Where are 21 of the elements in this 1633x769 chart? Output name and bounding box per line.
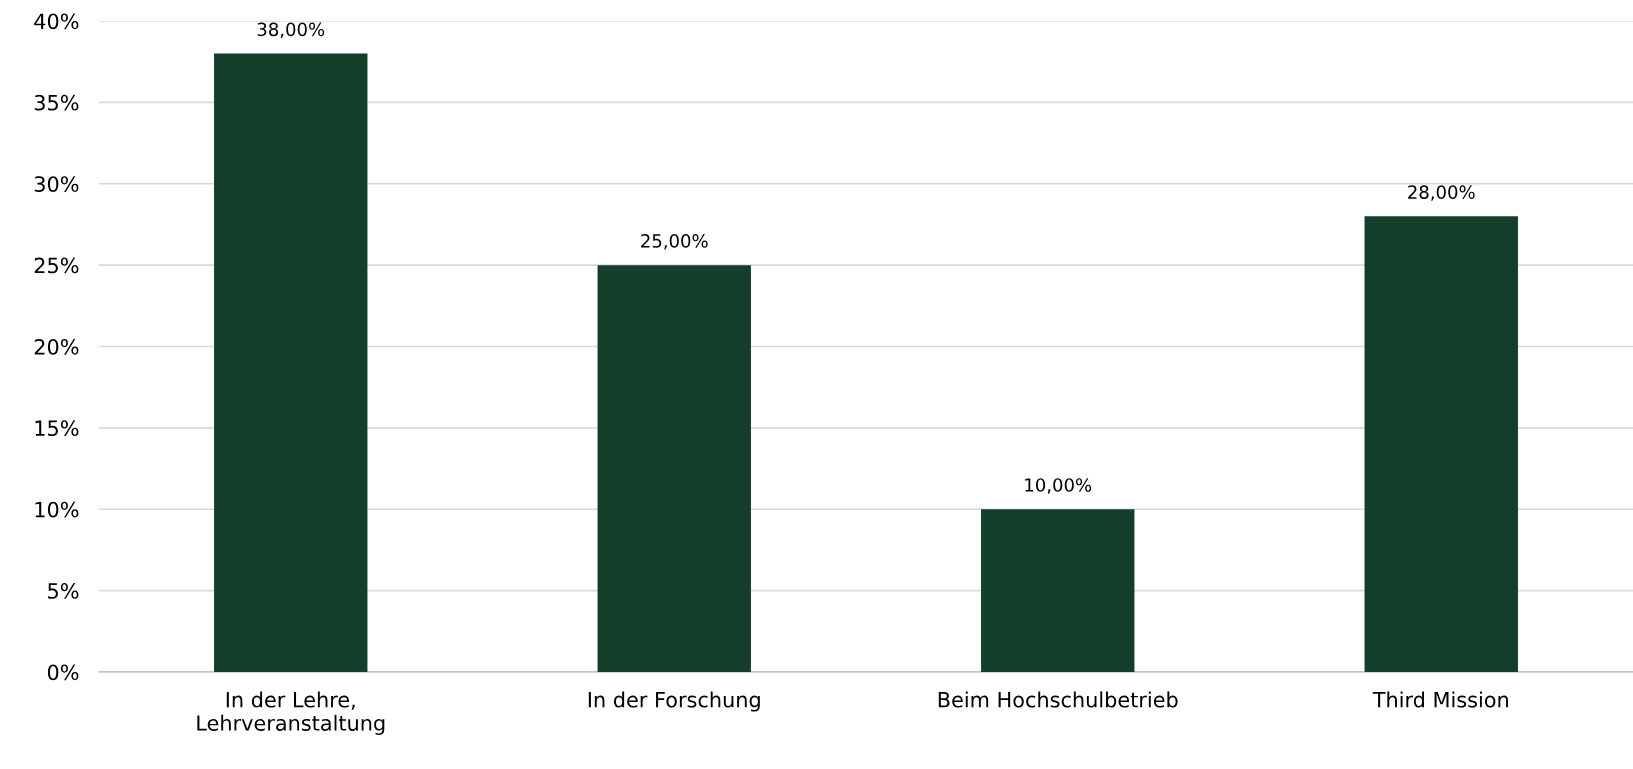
y-tick-label: 40% <box>34 13 79 30</box>
y-tick-label: 25% <box>34 257 79 274</box>
x-tick-label: Beim Hochschulbetrieb <box>938 691 1178 708</box>
x-tick-label: Third Mission <box>1372 691 1508 708</box>
data-label: 10,00% <box>1025 478 1092 494</box>
y-tick-label: 5% <box>48 583 79 599</box>
x-tick-label: In der Lehre, Lehrveranstaltung <box>197 691 385 735</box>
data-label: 25,00% <box>641 234 708 250</box>
y-tick-label: 0% <box>47 664 79 681</box>
bar <box>214 53 368 672</box>
bar <box>1364 216 1518 672</box>
y-tick-label: 20% <box>34 338 79 355</box>
y-tick-label: 30% <box>34 176 79 192</box>
data-label: 38,00% <box>257 22 325 39</box>
data-label: 28,00% <box>1408 185 1475 201</box>
y-tick-label: 15% <box>35 420 79 437</box>
x-tick-label: In der Forschung <box>588 691 760 712</box>
bar <box>597 265 751 672</box>
y-tick-label: 10% <box>35 501 79 518</box>
bar <box>981 509 1135 672</box>
y-tick-label: 35% <box>34 94 79 111</box>
